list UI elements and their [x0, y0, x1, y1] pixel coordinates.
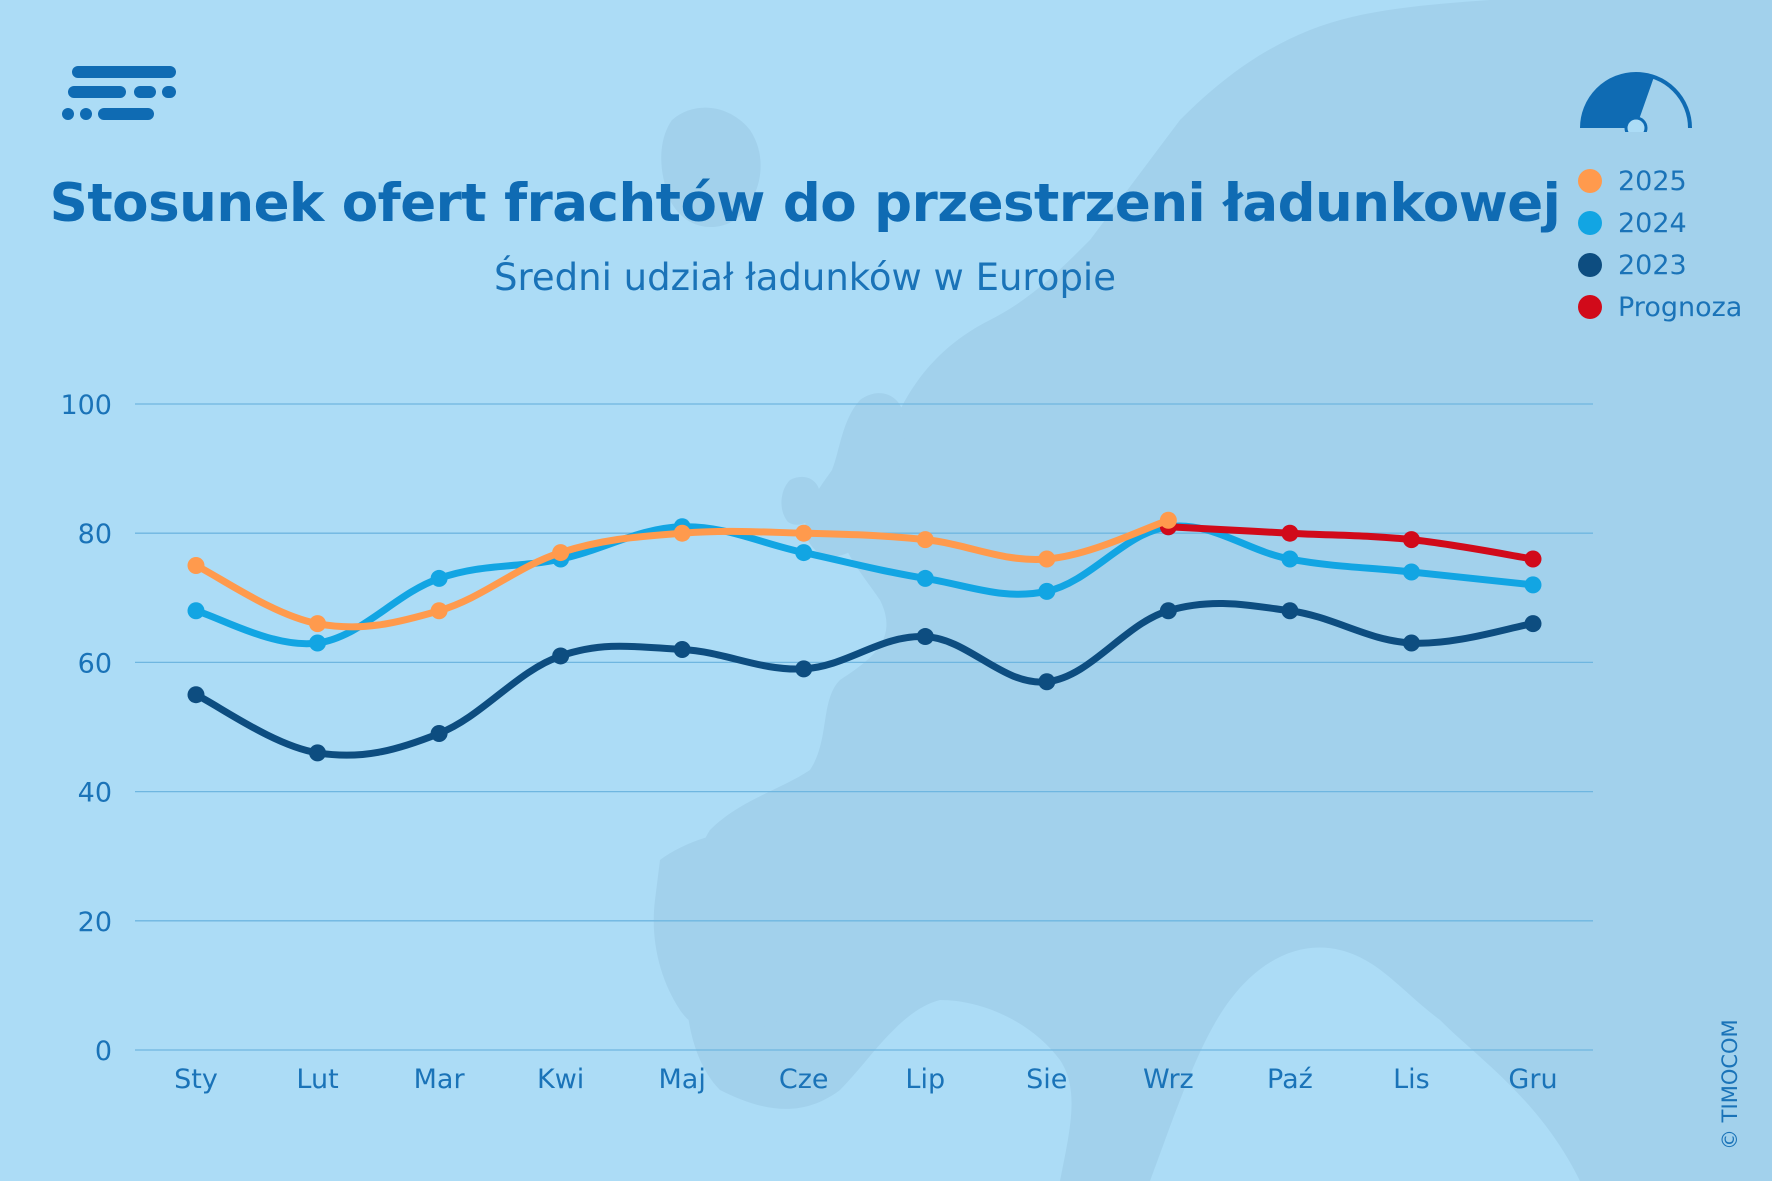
y-tick-label: 60	[78, 648, 112, 679]
x-tick-label: Lut	[296, 1064, 338, 1095]
legend-label: Prognoza	[1618, 291, 1743, 323]
legend-dot-2024	[1578, 211, 1602, 235]
y-tick-label: 100	[60, 390, 112, 421]
data-point-2025	[187, 557, 205, 574]
data-point-2024	[916, 569, 934, 587]
chart-title: Stosunek ofert frachtów do przestrzeni ł…	[49, 173, 1561, 234]
data-point-2025	[430, 602, 448, 620]
data-point-2023	[1038, 673, 1056, 691]
x-tick-label: Maj	[659, 1064, 706, 1095]
data-point-2023	[1281, 602, 1299, 620]
data-point-2025	[673, 524, 691, 542]
x-tick-label: Wrz	[1143, 1064, 1194, 1095]
data-point-2023	[187, 686, 205, 704]
timocom-logo-icon	[62, 66, 176, 120]
x-tick-label: Paź	[1267, 1064, 1313, 1095]
data-point-2025	[552, 544, 570, 562]
data-point-2023	[1524, 615, 1542, 633]
x-tick-label: Kwi	[537, 1064, 584, 1095]
data-point-2024	[1402, 563, 1420, 581]
data-point-2023	[430, 724, 448, 742]
data-point-prognoza	[1524, 550, 1542, 568]
legend-item: Prognoza	[1578, 286, 1742, 328]
series-line-prognoza	[1164, 523, 1537, 563]
x-tick-label: Mar	[414, 1064, 466, 1095]
x-tick-label: Gru	[1508, 1064, 1557, 1095]
data-point-2024	[1038, 582, 1056, 600]
legend-item: 2025	[1578, 160, 1742, 202]
series-line-2024	[192, 522, 1537, 648]
data-point-2023	[795, 660, 813, 678]
data-point-2023	[1402, 634, 1420, 652]
legend-dot-2023	[1578, 253, 1602, 277]
data-point-2024	[187, 602, 205, 620]
data-point-2023	[309, 744, 327, 762]
x-tick-label: Sty	[174, 1064, 218, 1095]
data-point-2023	[916, 628, 934, 646]
series-line-2023	[192, 600, 1537, 759]
copyright-text: © TIMOCOM	[1718, 1019, 1742, 1150]
data-point-2023	[1159, 602, 1177, 620]
chart-subtitle: Średni udział ładunków w Europie	[494, 256, 1116, 299]
chart-legend: 2025 2024 2023 Prognoza	[1578, 160, 1742, 328]
data-point-2025	[795, 524, 813, 542]
x-tick-label: Sie	[1026, 1064, 1067, 1095]
data-point-2024	[1281, 550, 1299, 568]
data-point-2024	[795, 544, 813, 562]
gauge-icon	[1580, 72, 1692, 132]
y-tick-label: 80	[78, 519, 112, 550]
legend-label: 2025	[1618, 165, 1687, 197]
data-point-2025	[1159, 511, 1177, 529]
y-tick-label: 0	[95, 1036, 112, 1067]
x-tick-label: Lip	[905, 1064, 945, 1095]
legend-item: 2023	[1578, 244, 1742, 286]
data-point-2023	[673, 640, 691, 658]
legend-item: 2024	[1578, 202, 1742, 244]
x-tick-label: Cze	[779, 1064, 829, 1095]
legend-dot-2025	[1578, 169, 1602, 193]
data-point-2025	[1038, 550, 1056, 568]
data-point-2025	[916, 531, 934, 549]
x-tick-label: Lis	[1393, 1064, 1430, 1095]
data-point-2024	[430, 569, 448, 587]
legend-label: 2023	[1618, 249, 1687, 281]
legend-label: 2024	[1618, 207, 1687, 239]
data-point-2024	[1524, 576, 1542, 594]
data-point-2023	[552, 647, 570, 665]
y-tick-label: 40	[78, 778, 112, 809]
data-point-prognoza	[1281, 524, 1299, 542]
y-tick-label: 20	[78, 907, 112, 938]
data-point-2024	[309, 634, 327, 652]
data-point-2025	[309, 615, 327, 633]
data-point-prognoza	[1402, 531, 1420, 549]
legend-dot-forecast	[1578, 295, 1602, 319]
